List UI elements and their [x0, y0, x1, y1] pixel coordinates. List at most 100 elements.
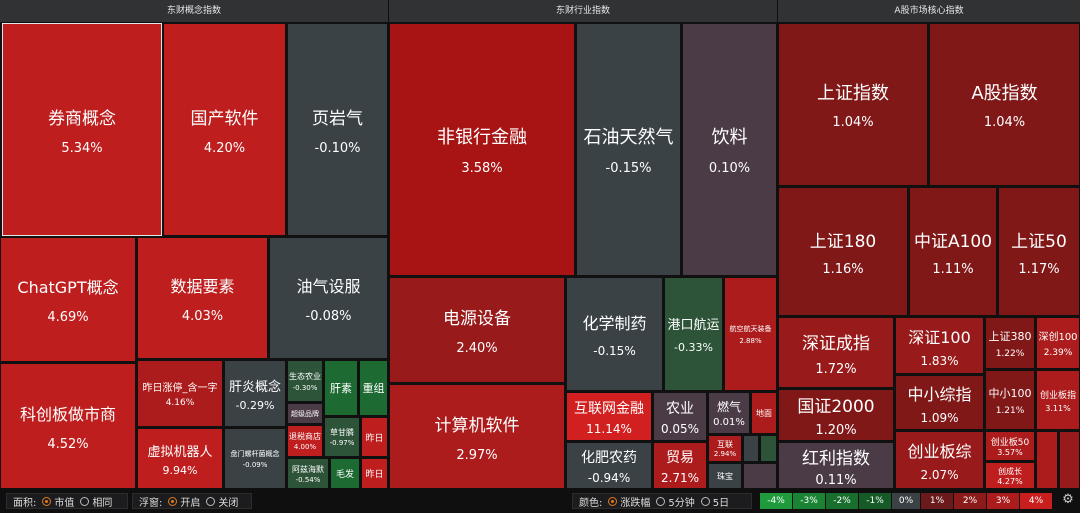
radio-icon[interactable]: [656, 496, 666, 506]
treemap-cell[interactable]: 饮料 0.10%: [682, 23, 777, 276]
cell-name: 昨日: [365, 470, 384, 480]
radio-icon[interactable]: [608, 496, 618, 506]
radio-icon[interactable]: [700, 496, 710, 506]
legend-swatch: 0%: [892, 493, 920, 509]
treemap-cell[interactable]: 国证2000 1.20%: [778, 389, 894, 441]
treemap-cell[interactable]: 虚拟机器人 9.94%: [137, 428, 223, 489]
treemap-cell[interactable]: 重组: [359, 360, 388, 416]
treemap-cell[interactable]: 上证指数 1.04%: [778, 23, 928, 186]
treemap-cell[interactable]: 互联 2.94%: [708, 435, 742, 462]
industry-panel-title: 东财行业指数: [389, 0, 777, 22]
treemap-cell[interactable]: 上证180 1.16%: [778, 187, 908, 316]
treemap-cell[interactable]: 航空航天装备 2.88%: [724, 277, 777, 391]
treemap-cell[interactable]: 退税商店 4.00%: [287, 425, 323, 457]
treemap-cell[interactable]: 非银行金融 3.58%: [389, 23, 575, 276]
treemap-cell[interactable]: 科创板做市商 4.52%: [0, 363, 136, 489]
treemap-cell[interactable]: 石油天然气 -0.15%: [576, 23, 681, 276]
treemap-cell[interactable]: 港口航运 -0.33%: [664, 277, 723, 391]
treemap-cell[interactable]: 盘门螺杆菌概念 -0.09%: [224, 428, 286, 489]
radio-icon[interactable]: [42, 496, 52, 506]
treemap-cell[interactable]: 中小100 1.21%: [985, 370, 1035, 430]
float-option-group: 浮窗: 开启 关闭: [132, 493, 252, 509]
float-option-off[interactable]: 关闭: [218, 497, 239, 509]
treemap-cell[interactable]: ChatGPT概念 4.69%: [0, 237, 136, 362]
treemap-cell[interactable]: 创业板综 2.07%: [895, 431, 984, 489]
legend-swatch: 4%: [1020, 493, 1052, 509]
cell-change: 1.04%: [983, 115, 1026, 130]
treemap-cell[interactable]: 深证100 1.83%: [895, 317, 984, 374]
radio-icon[interactable]: [206, 496, 216, 506]
concept-index-panel: 东财概念指数 券商概念 5.34% 国产软件 4.20% 页岩气 -0.10% …: [0, 0, 388, 489]
treemap-cell[interactable]: 数据要素 4.03%: [137, 237, 268, 359]
treemap-cell[interactable]: [743, 435, 759, 462]
area-option-market-cap[interactable]: 市值: [54, 497, 75, 509]
treemap-cell[interactable]: 上证50 1.17%: [998, 187, 1080, 316]
treemap-cell[interactable]: 地面: [751, 392, 777, 434]
treemap-cell[interactable]: 创业板指 3.11%: [1036, 370, 1080, 430]
treemap-cell[interactable]: 贸易 2.71%: [653, 442, 707, 489]
treemap-cell[interactable]: 页岩气 -0.10%: [287, 23, 388, 236]
legend-swatch: -2%: [826, 493, 858, 509]
treemap-cell[interactable]: 阿兹海默 -0.54%: [287, 458, 329, 489]
color-option-5min[interactable]: 5分钟: [668, 497, 695, 509]
radio-icon[interactable]: [168, 496, 178, 506]
treemap-cell[interactable]: 草甘膦 -0.97%: [324, 417, 360, 457]
legend-swatch: -4%: [760, 493, 792, 509]
treemap-cell[interactable]: 珠宝: [708, 463, 742, 489]
treemap-cell[interactable]: 油气设服 -0.08%: [269, 237, 388, 359]
treemap-cell[interactable]: 化学制药 -0.15%: [566, 277, 663, 391]
cell-change: 4.03%: [181, 308, 224, 324]
treemap-cell[interactable]: 深证成指 1.72%: [778, 317, 894, 388]
treemap-cell[interactable]: 超级品牌: [287, 403, 323, 424]
float-option-on[interactable]: 开启: [180, 497, 201, 509]
treemap-cell[interactable]: 上证380 1.22%: [985, 317, 1035, 369]
treemap-cell[interactable]: 农业 0.05%: [653, 392, 707, 441]
cell-change: 3.57%: [997, 448, 1023, 457]
treemap-cell[interactable]: 昨日涨停_含一字 4.16%: [137, 360, 223, 427]
treemap-cell[interactable]: [1059, 431, 1080, 489]
treemap-cell[interactable]: 红利指数 0.11%: [778, 442, 894, 489]
industry-index-panel: 东财行业指数 非银行金融 3.58% 石油天然气 -0.15% 饮料 0.10%…: [389, 0, 777, 489]
treemap-cell[interactable]: 毛发: [330, 458, 360, 489]
treemap-cell[interactable]: 深创100 2.39%: [1036, 317, 1080, 369]
area-option-equal[interactable]: 相同: [92, 497, 113, 509]
cell-change: 9.94%: [162, 463, 198, 477]
cell-change: 4.27%: [997, 476, 1023, 486]
treemap-cell[interactable]: 电源设备 2.40%: [389, 277, 565, 383]
cell-name: 饮料: [711, 127, 748, 148]
cell-name: 上证50: [1011, 231, 1067, 252]
treemap-cell[interactable]: 肝炎概念 -0.29%: [224, 360, 286, 427]
cell-name: 退税商店: [289, 432, 321, 441]
treemap-cell[interactable]: 中小综指 1.09%: [895, 375, 984, 430]
radio-icon[interactable]: [80, 496, 90, 506]
treemap-cell[interactable]: [760, 435, 777, 462]
treemap-cell[interactable]: [743, 463, 777, 489]
cell-name: 地面: [756, 408, 772, 418]
cell-change: 1.16%: [822, 261, 864, 277]
treemap-cell[interactable]: 化肥农药 -0.94%: [566, 442, 652, 489]
treemap-cell[interactable]: 昨日: [361, 417, 388, 457]
cell-change: -0.30%: [292, 383, 318, 392]
cell-name: 互联: [717, 440, 733, 449]
treemap-cell[interactable]: A股指数 1.04%: [929, 23, 1080, 186]
treemap-cell[interactable]: 计算机软件 2.97%: [389, 384, 565, 489]
treemap-cell[interactable]: 创成长 4.27%: [985, 462, 1035, 489]
cell-change: 5.34%: [61, 140, 103, 156]
treemap-cell[interactable]: 生态农业 -0.30%: [287, 360, 323, 402]
treemap-cell[interactable]: 国产软件 4.20%: [163, 23, 286, 236]
treemap-cell[interactable]: [1036, 431, 1058, 489]
treemap-cell[interactable]: 昨日: [361, 458, 388, 489]
cell-name: 页岩气: [312, 108, 363, 129]
settings-gear-icon[interactable]: ⚙: [1062, 492, 1074, 507]
treemap-cell[interactable]: 燃气 0.01%: [708, 392, 750, 434]
treemap-cell[interactable]: 互联网金融 11.14%: [566, 392, 652, 441]
treemap-cell[interactable]: 券商概念 5.34%: [2, 23, 162, 236]
cell-change: 1.09%: [920, 410, 959, 425]
treemap-cell[interactable]: 创业板50 3.57%: [985, 431, 1035, 461]
cell-change: 0.05%: [660, 421, 700, 436]
cell-change: 1.17%: [1018, 261, 1060, 277]
color-option-5day[interactable]: 5日: [712, 497, 730, 509]
treemap-cell[interactable]: 肝素: [324, 360, 358, 416]
treemap-cell[interactable]: 中证A100 1.11%: [909, 187, 997, 316]
color-option-change[interactable]: 涨跌幅: [620, 497, 651, 509]
